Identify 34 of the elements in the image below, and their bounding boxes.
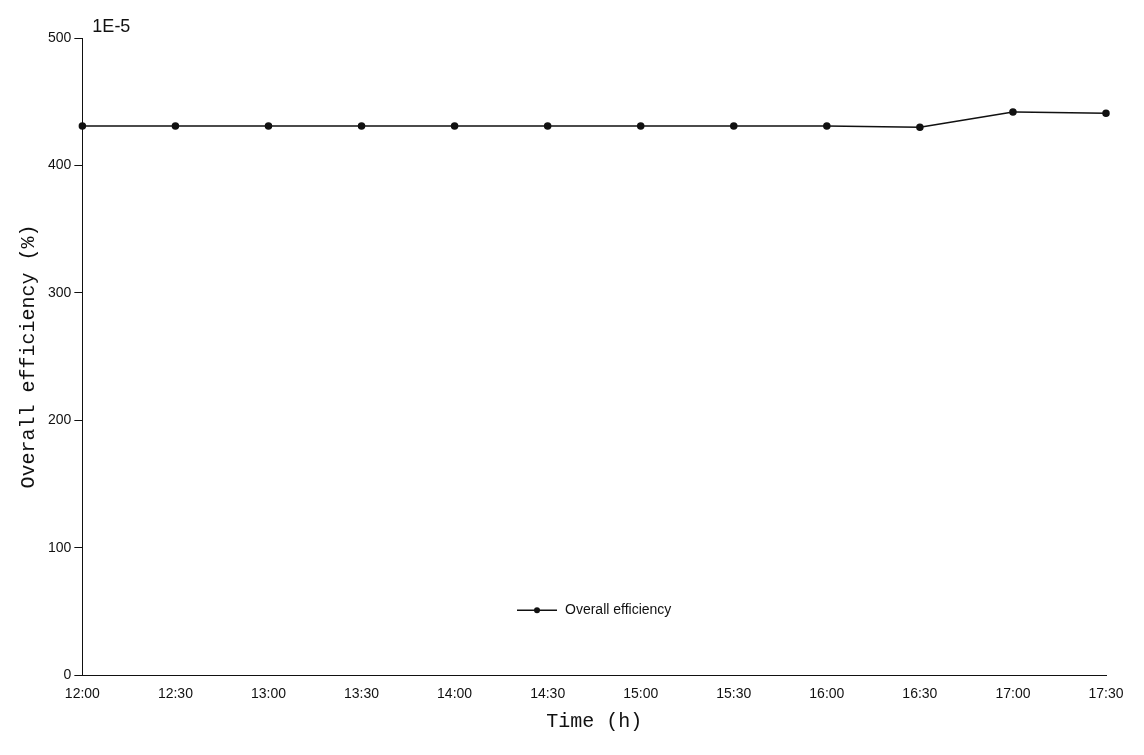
x-axis-title: Time (h) xyxy=(546,710,643,734)
y-tick-label: 200 xyxy=(48,411,72,428)
x-tick-label: 15:00 xyxy=(623,685,659,702)
x-tick-label: 14:30 xyxy=(530,685,566,702)
y-tick-label: 400 xyxy=(48,156,72,173)
y-tick-label: 500 xyxy=(48,28,72,45)
point xyxy=(78,122,87,130)
point xyxy=(450,122,459,130)
point xyxy=(1009,108,1017,116)
x-tick-label: 17:00 xyxy=(995,685,1031,702)
x-tick-label: 12:00 xyxy=(64,685,101,702)
x-tick-label: 16:00 xyxy=(809,685,845,702)
legend-label: Overall efficiency xyxy=(565,601,672,618)
y-tick-label: 300 xyxy=(48,283,72,300)
x-tick-label: 17:30 xyxy=(1088,685,1124,702)
point xyxy=(823,122,831,130)
x-tick-label: 15:30 xyxy=(716,685,752,702)
point xyxy=(543,122,552,130)
x-tick-label: 14:00 xyxy=(437,685,473,702)
point xyxy=(264,122,273,130)
x-tick-label: 16:30 xyxy=(902,685,938,702)
x-tick-label: 13:00 xyxy=(250,685,287,702)
point xyxy=(916,123,924,131)
point xyxy=(636,122,645,130)
point xyxy=(357,122,366,130)
x-tick-label: 13:30 xyxy=(344,685,380,702)
text: 1E-5 xyxy=(92,15,131,36)
point xyxy=(730,122,738,130)
point xyxy=(1102,109,1110,117)
y-axis-title: Overall efficiency (%) xyxy=(17,224,41,489)
point xyxy=(171,122,180,130)
x-tick-label: 12:30 xyxy=(157,685,194,702)
y-tick-label: 100 xyxy=(48,538,72,555)
y-tick-label: 0 xyxy=(63,666,72,683)
